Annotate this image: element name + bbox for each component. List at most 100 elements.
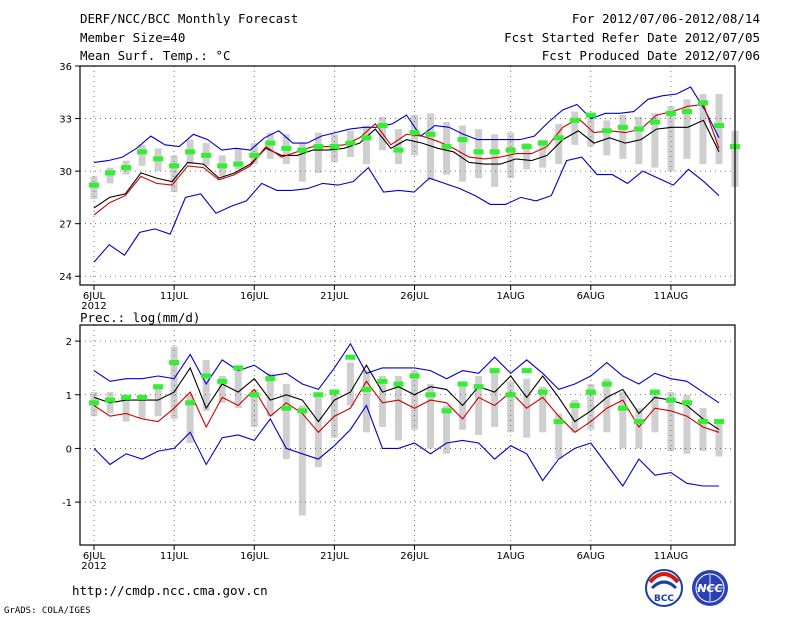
- median-0-35: [649, 119, 660, 125]
- median-1-5: [169, 360, 180, 366]
- median-0-6: [185, 149, 196, 155]
- median-0-14: [313, 144, 324, 150]
- box-1-13: [298, 405, 306, 516]
- box-1-33: [619, 392, 627, 449]
- median-1-10: [249, 392, 260, 398]
- box-1-31: [587, 384, 595, 430]
- median-1-37: [681, 400, 692, 406]
- xtick-label-1-0: 6JUL: [83, 551, 106, 562]
- box-0-25: [491, 134, 499, 187]
- median-1-11: [265, 376, 276, 382]
- x-year-1: 2012: [81, 561, 106, 572]
- bcc-logo-text: BCC: [654, 594, 674, 604]
- median-1-31: [585, 389, 596, 395]
- produced-date: Fcst Produced Date 2012/07/06: [541, 48, 760, 63]
- box-0-28: [539, 139, 547, 168]
- box-0-31: [587, 115, 595, 147]
- median-0-18: [377, 123, 388, 129]
- median-1-16: [345, 354, 356, 360]
- xtick-label-1-5: 1AUG: [497, 551, 525, 562]
- refer-date: Fcst Started Refer Date 2012/07/05: [504, 30, 760, 45]
- median-0-4: [153, 156, 164, 162]
- box-0-35: [651, 113, 659, 168]
- xtick-label-0-6: 6AUG: [577, 291, 605, 302]
- box-1-38: [699, 408, 707, 452]
- median-0-37: [681, 109, 692, 115]
- median-1-33: [617, 405, 628, 411]
- median-0-8: [217, 163, 228, 169]
- median-0-0: [89, 182, 99, 188]
- xtick-label-0-5: 1AUG: [497, 291, 525, 302]
- median-1-36: [665, 397, 676, 403]
- box-1-37: [683, 394, 691, 454]
- median-0-33: [617, 124, 628, 130]
- box-1-5: [170, 346, 178, 419]
- box-1-28: [539, 386, 547, 433]
- series-1-max: [93, 342, 720, 404]
- xtick-label-1-6: 6AUG: [577, 551, 605, 562]
- median-0-28: [537, 140, 548, 146]
- series-0-mean: [93, 119, 720, 209]
- median-0-24: [473, 149, 484, 155]
- box-0-36: [667, 106, 675, 172]
- median-1-30: [569, 402, 580, 408]
- ytick-label-0-3: 33: [59, 115, 72, 126]
- box-0-17: [362, 125, 370, 165]
- series-0-max: [93, 86, 720, 163]
- median-0-38: [697, 100, 708, 106]
- median-0-9: [233, 161, 244, 167]
- median-0-25: [489, 149, 500, 155]
- median-0-27: [521, 144, 532, 150]
- median-0-30: [569, 117, 580, 123]
- box-0-5: [170, 155, 178, 193]
- median-1-0: [89, 400, 99, 406]
- box-1-18: [378, 375, 386, 427]
- box-0-0: [90, 176, 98, 200]
- box-0-27: [523, 143, 531, 170]
- median-1-22: [441, 408, 452, 414]
- series-1-mean: [93, 364, 720, 431]
- median-1-8: [217, 378, 228, 384]
- box-1-39: [715, 418, 723, 457]
- xtick-label-1-2: 16JUL: [240, 551, 269, 562]
- median-0-22: [441, 144, 452, 150]
- source-url[interactable]: http://cmdp.ncc.cma.gov.cn: [72, 583, 268, 598]
- box-0-26: [507, 132, 515, 179]
- median-1-19: [393, 381, 404, 387]
- median-0-17: [361, 135, 372, 141]
- ytick-label-0-0: 24: [59, 272, 72, 283]
- xtick-label-0-3: 21JUL: [320, 291, 349, 302]
- median-1-28: [537, 389, 548, 395]
- xtick-label-0-0: 6JUL: [83, 291, 106, 302]
- box-0-11: [266, 132, 274, 159]
- box-1-7: [202, 359, 210, 411]
- median-1-27: [521, 368, 532, 374]
- grads-credit: GrADS: COLA/IGES: [4, 606, 91, 616]
- xtick-label-0-1: 11JUL: [160, 291, 189, 302]
- median-1-13: [297, 408, 308, 414]
- median-1-6: [185, 400, 196, 406]
- box-0-21: [427, 113, 435, 180]
- median-1-1: [105, 397, 116, 403]
- ytick-label-1-0: -1: [62, 498, 72, 509]
- series-1-min: [93, 404, 719, 487]
- box-1-24: [475, 375, 483, 435]
- box-1-17: [362, 370, 370, 433]
- box-1-32: [603, 378, 611, 433]
- box-0-33: [619, 115, 627, 159]
- plot-frame-0: [79, 65, 736, 286]
- box-1-3: [138, 394, 146, 419]
- box-1-25: [491, 370, 499, 427]
- series-1-ensemble: [93, 380, 720, 434]
- median-1-38: [697, 419, 708, 425]
- median-0-3: [137, 149, 148, 155]
- box-0-19: [394, 129, 402, 165]
- box-1-22: [443, 405, 451, 454]
- ncc-logo: NCC: [692, 570, 728, 606]
- median-1-3: [137, 394, 148, 400]
- box-1-6: [186, 394, 194, 444]
- member-size: Member Size=40: [80, 30, 186, 45]
- median-0-31: [585, 112, 596, 118]
- series-0-ensemble: [93, 103, 720, 216]
- median-1-14: [313, 392, 324, 398]
